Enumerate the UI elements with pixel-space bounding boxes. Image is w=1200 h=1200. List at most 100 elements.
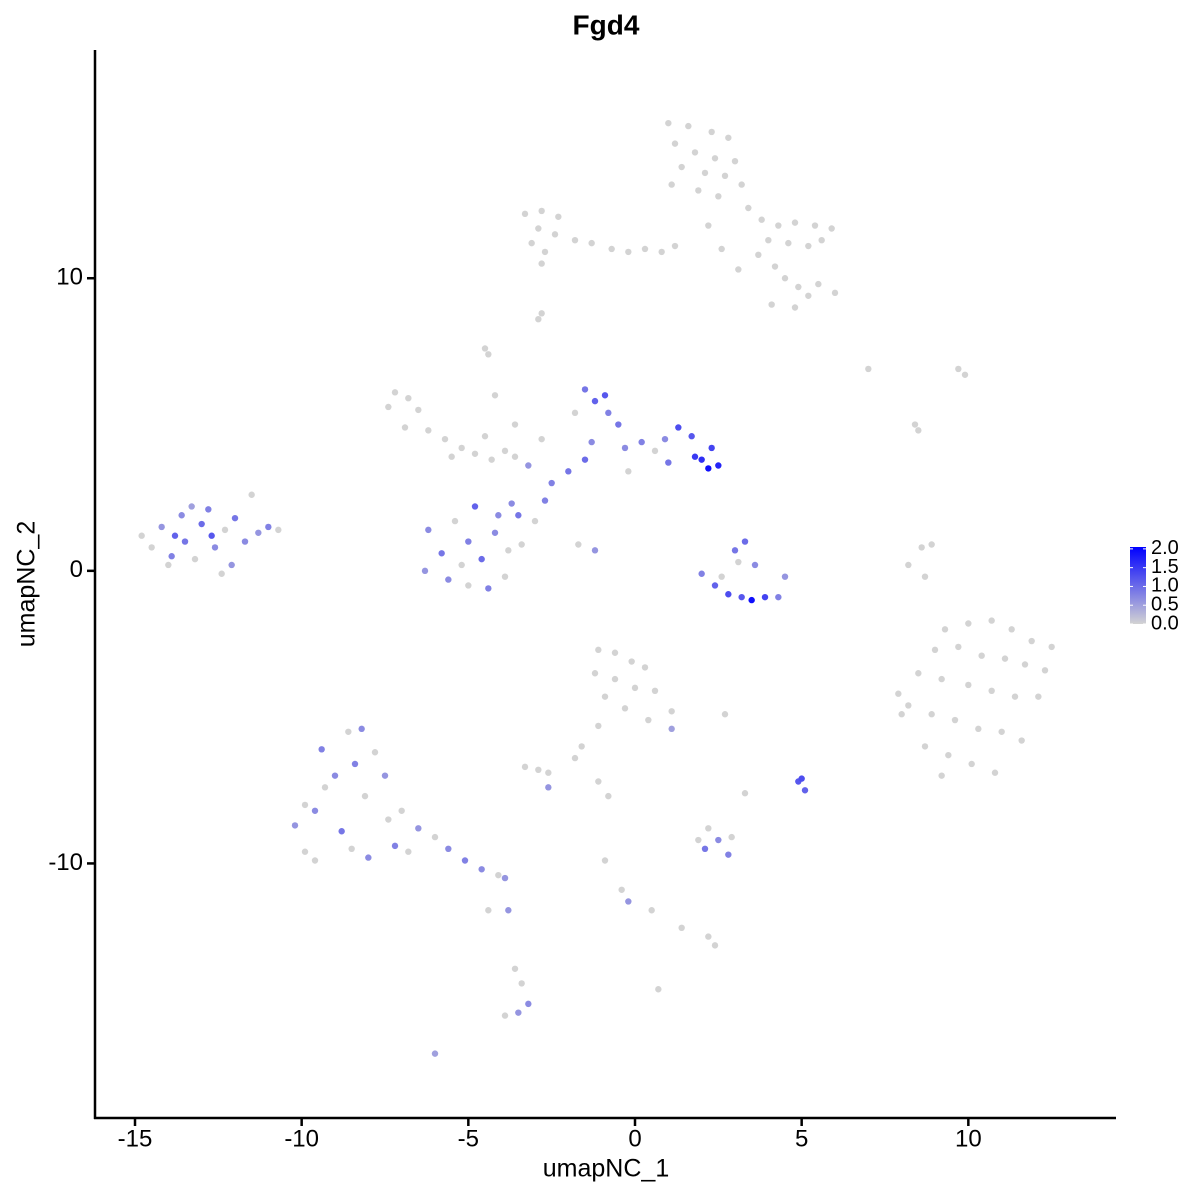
point [938,675,945,683]
point [815,280,822,288]
point [711,582,719,589]
point [591,670,599,677]
y-tick-label: 10 [56,264,83,291]
point [588,438,595,446]
point [988,687,995,694]
point [898,711,905,718]
point [975,725,982,733]
point [515,1009,522,1016]
point [621,705,629,712]
point [688,433,695,440]
point [625,468,632,475]
point [1011,693,1019,700]
point [431,1050,439,1057]
point [461,857,469,864]
point [915,427,922,434]
point [758,216,765,223]
point [731,157,739,165]
point [358,725,365,733]
point [505,907,512,914]
point [928,711,935,718]
point [321,784,329,791]
point [741,790,749,797]
point [728,833,735,841]
point [481,433,489,440]
point [671,140,679,147]
point [645,716,652,724]
point [511,965,519,972]
point [965,681,972,689]
point [1018,737,1025,744]
point [601,392,609,399]
point [775,222,782,229]
point [611,675,619,683]
point [168,553,175,560]
point [828,225,835,232]
point [668,181,675,188]
point [595,722,602,730]
point [711,942,719,949]
point [601,857,609,864]
point [541,248,549,256]
point [998,728,1005,735]
point [505,547,512,554]
x-tick-label: -10 [284,1125,319,1152]
point [485,351,492,358]
point [521,763,529,771]
point [988,617,995,624]
point [345,728,352,735]
point [651,687,659,694]
point [218,570,225,577]
point [171,532,179,539]
point [1041,667,1049,674]
point [775,593,782,601]
point [911,421,919,428]
point [275,526,282,534]
point [805,242,812,250]
point [591,547,599,554]
point [365,854,372,861]
point [535,315,542,323]
point [771,263,779,270]
point [805,292,812,299]
point [718,245,725,253]
point [735,558,742,566]
point [381,772,389,779]
point [481,345,489,352]
point [501,573,509,580]
point [465,538,472,545]
colorbar-label: 2.0 [1151,537,1179,559]
point [618,886,625,893]
point [781,573,789,580]
point [545,769,552,776]
point [725,134,732,141]
point [605,792,612,800]
point [438,550,445,557]
point [961,371,969,378]
point [708,128,715,136]
colorbar-label: 0.5 [1151,594,1179,616]
point [535,766,542,774]
point [1028,637,1035,645]
point [511,421,519,428]
point [158,523,165,531]
point [648,907,655,914]
point [491,529,499,536]
point [721,711,729,718]
point [401,424,409,431]
point [731,547,739,554]
point [405,848,412,855]
y-axis-label: umapNC_2 [13,521,41,647]
point [661,435,669,443]
point [698,570,705,577]
point [658,248,665,256]
point [921,573,929,580]
point [698,456,705,463]
point [231,514,239,522]
point [715,193,722,200]
point [791,304,799,311]
point [421,567,429,575]
point [191,555,199,563]
point [625,898,632,905]
point [591,397,599,405]
